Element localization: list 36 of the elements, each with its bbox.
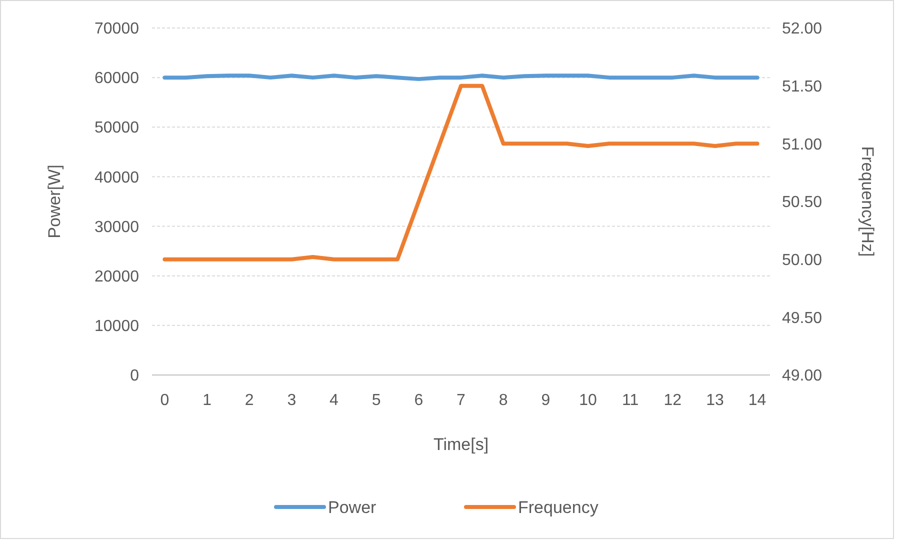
x-tick-label: 11 (622, 392, 639, 409)
x-tick-label: 1 (202, 392, 212, 409)
y-tick-label: 0 (130, 368, 140, 385)
y-tick-label: 10000 (94, 318, 140, 336)
y-tick-label: 50000 (94, 120, 140, 137)
x-tick-label: 8 (498, 392, 508, 409)
y2-tick-label: 49.50 (782, 310, 822, 327)
y2-tick-label: 51.00 (782, 136, 822, 154)
y2-tick-label: 50.00 (782, 252, 822, 269)
y-tick-label: 40000 (94, 169, 140, 186)
y2-axis-title: Frequency[Hz] (858, 146, 877, 257)
x-tick-label: 0 (160, 392, 170, 409)
x-tick-label: 14 (748, 392, 766, 409)
legend-label: Power (328, 498, 377, 517)
x-tick-label: 7 (456, 392, 466, 409)
x-tick-label: 4 (330, 392, 339, 409)
y-axis-title: Power[W] (45, 164, 64, 238)
y-tick-label: 70000 (94, 20, 140, 38)
x-tick-label: 2 (244, 392, 254, 409)
y-tick-label: 30000 (94, 218, 140, 236)
x-tick-label: 10 (579, 392, 597, 409)
x-tick-label: 3 (287, 392, 296, 409)
y-tick-label: 20000 (94, 268, 140, 286)
y2-tick-label: 50.50 (782, 194, 822, 212)
x-tick-label: 9 (541, 392, 550, 409)
legend-label: Frequency (518, 498, 599, 517)
x-tick-label: 5 (372, 392, 381, 409)
y2-tick-label: 51.50 (782, 78, 822, 96)
line-series (162, 84, 760, 262)
x-tick-label: 6 (414, 392, 424, 409)
y-tick-label: 60000 (94, 70, 140, 88)
x-axis-title: Time[s] (433, 435, 489, 454)
x-tick-label: 13 (706, 392, 724, 409)
y2-tick-label: 52.00 (782, 20, 822, 38)
x-tick-label: 12 (664, 392, 682, 409)
y2-tick-label: 49.00 (782, 368, 822, 385)
